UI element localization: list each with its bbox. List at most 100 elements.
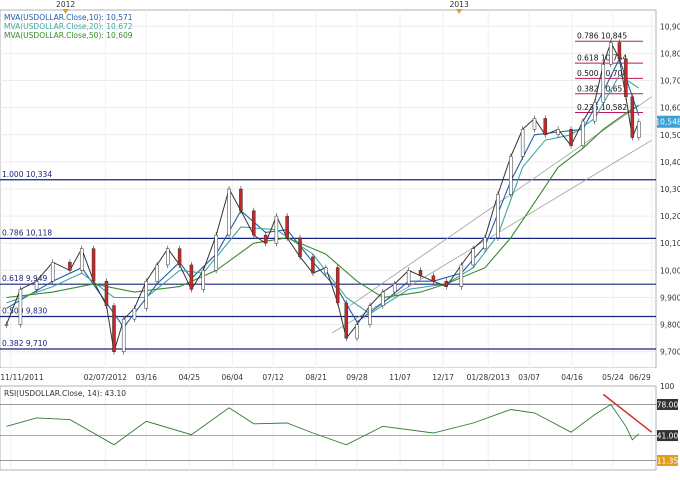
fib-level-label: 1.000 10,334 [2, 170, 52, 179]
rsi-legend-entry: RSI(USDOLLAR.Close, 14): 43.10 [4, 389, 126, 398]
x-tick-label: 04/25 [178, 373, 200, 382]
candle-body [252, 210, 256, 236]
price-series [4, 39, 641, 355]
candle-body [431, 275, 436, 282]
candle-body [520, 129, 525, 157]
candle-body [79, 248, 84, 271]
candle-body [471, 248, 475, 266]
x-tick-label: 04/16 [561, 373, 583, 382]
rsi-level-badge [657, 398, 678, 410]
candle-body [601, 63, 606, 103]
year-label: 2013 [450, 0, 469, 9]
fib-level-label: 0.500 9,830 [2, 306, 48, 315]
candle-body [617, 42, 622, 60]
price-tick-label: 9,800 [660, 321, 680, 330]
candle-body [381, 291, 385, 306]
candle-body [121, 318, 126, 352]
x-tick-label: 05/24 [602, 373, 624, 382]
candle-body [637, 121, 641, 138]
x-axis: 11/11/2011 02/07/2012 03/16 04/25 06/04 07/12… [0, 373, 651, 382]
candle-body [609, 42, 613, 65]
last-price-badge [657, 115, 680, 128]
candle-body [459, 264, 464, 287]
candle-body [543, 118, 547, 136]
candle-body [177, 248, 182, 266]
price-tick-label: 10,900 [660, 22, 680, 31]
price-tick-label: 10,400 [660, 158, 680, 167]
x-tick-label: 09/28 [346, 373, 368, 382]
x-tick-label: 06/04 [221, 373, 243, 382]
year-label: 2012 [56, 0, 75, 9]
price-tick-label: 10,500 [660, 131, 680, 140]
candle-body [355, 324, 359, 339]
price-tick-label: 10,200 [660, 212, 680, 221]
candle-body [444, 280, 449, 287]
price-tick-label: 10,000 [660, 266, 680, 275]
candle-body [406, 270, 411, 285]
candle-body [132, 308, 137, 320]
candle-body [263, 234, 268, 244]
price-tick-label: 9,700 [660, 348, 680, 357]
rsi-y-axis: 100 78.00 41.00 11.35 [657, 382, 679, 466]
fib-short-label: 0.236 10,582 [577, 103, 627, 112]
candle-body [155, 264, 159, 282]
x-tick-label: 02/07/2012 [84, 373, 127, 382]
candle-body [189, 264, 194, 290]
legend-entry: MVA(USDOLLAR.Close,50): 10,609 [4, 31, 133, 40]
last-price-label: 10,548 [655, 118, 680, 127]
legend-entry: MVA(USDOLLAR.Close,20): 10,672 [4, 22, 133, 31]
candle-body [68, 261, 72, 271]
candle-body [227, 188, 231, 236]
year-marker-icon [456, 9, 463, 14]
candle-body [144, 280, 149, 309]
fib-short-label: 0.786 10,845 [577, 32, 627, 41]
year-marker-icon [62, 9, 69, 14]
candle-body [311, 256, 315, 274]
candle-body [556, 129, 560, 136]
fib-level-label: 0.382 9,710 [2, 339, 48, 348]
candle-body [392, 283, 397, 293]
rsi-legend: RSI(USDOLLAR.Close, 14): 43.10 [4, 389, 126, 398]
fib-level-label: 0.786 10,118 [2, 228, 52, 237]
rsi-tick-label: 100 [660, 382, 675, 391]
fib-level-label: 0.618 9,949 [2, 274, 48, 283]
candle-body [532, 118, 537, 130]
candle-body [581, 120, 585, 146]
candle-body [298, 237, 302, 258]
rsi-panel [0, 385, 657, 471]
candle-body [34, 280, 39, 290]
candle-body [50, 261, 55, 282]
rsi-level-badge [657, 454, 678, 466]
fib-short-label: 0.618 10,764 [577, 54, 627, 63]
price-tick-label: 10,300 [660, 185, 680, 194]
price-tick-label: 10,600 [660, 104, 680, 113]
rsi-tick-label: 11.35 [657, 456, 679, 465]
candle-body [324, 267, 328, 274]
candle-body [112, 305, 116, 352]
rsi-tick-label: 41.00 [657, 432, 679, 441]
rsi-series [6, 393, 653, 446]
candle-body [496, 194, 500, 239]
candle-body [201, 270, 206, 290]
x-tick-label: 03/07 [518, 373, 540, 382]
candle-body [483, 237, 487, 249]
candle-body [166, 248, 170, 266]
candle-body [18, 289, 23, 325]
candle-body [509, 156, 513, 195]
x-tick-label: 12/17 [432, 373, 454, 382]
candle-body [91, 248, 96, 282]
x-tick-label: 08/21 [305, 373, 327, 382]
candle-body [214, 234, 218, 271]
rsi-trendline [602, 393, 653, 433]
price-tick-label: 9,900 [660, 293, 680, 302]
x-tick-label: 03/16 [135, 373, 157, 382]
rsi-level-badge [657, 430, 678, 442]
price-y-axis: 9,700 9,800 9,900 10,000 10,100 10,200 10,300 1… [655, 22, 680, 357]
candle-body [239, 188, 243, 211]
candle-body [368, 305, 372, 325]
candle-body [592, 101, 597, 122]
candle-body [418, 270, 423, 277]
candle-body [569, 129, 573, 146]
candle-body [630, 96, 635, 138]
